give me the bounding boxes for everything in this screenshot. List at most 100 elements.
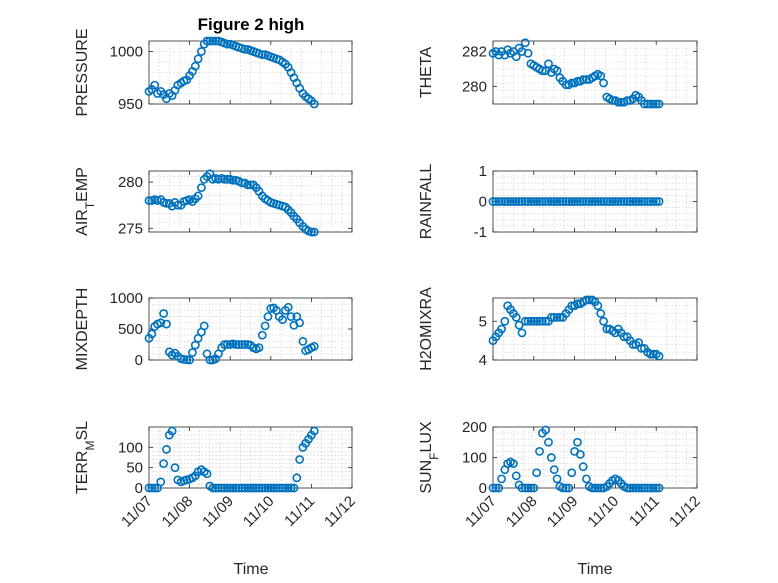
data-point [289,483,299,493]
data-point [535,316,544,326]
data-point [570,197,579,206]
x-tick-label: 11/12 [666,493,704,531]
data-point [646,349,655,359]
y-axis-label: MIXDEPTH [74,288,91,371]
y-tick-label: 1000 [110,290,143,307]
data-point [254,483,264,493]
data-point [637,343,646,353]
data-point [274,483,284,493]
data-point [523,316,533,326]
data-point [520,38,530,48]
y-tick-label: 0 [479,194,487,211]
data-point [514,197,524,206]
data-point [646,483,655,493]
data-point [646,99,655,109]
data-point [147,329,157,339]
data-point [582,295,591,305]
data-point [608,197,617,206]
data-point [619,197,629,206]
x-tick-label: 11/09 [544,493,582,531]
data-point [309,426,319,436]
data-point [234,340,244,349]
data-point [584,295,594,305]
y-tick-label: 5 [479,313,487,330]
data-point [546,312,556,322]
data-point [529,197,539,206]
data-point [272,483,281,493]
data-point [596,71,606,81]
y-axis-label: RAINFALL [418,164,435,240]
data-point [222,39,232,49]
data-point [599,197,608,206]
data-point [541,425,551,435]
data-point [608,96,617,105]
data-point [494,483,504,493]
data-point [309,227,319,237]
data-point [514,320,524,330]
data-point [544,197,553,206]
data-point [257,330,267,340]
data-point [159,459,169,468]
data-point [648,483,658,493]
data-point [639,483,649,493]
subplot-terr-msl: 0 50 100 11/07 11/08 11/09 11/10 11/11 11/12 TERR… [74,421,359,531]
data-point [156,477,166,487]
data-point [511,312,521,322]
data-point [561,483,571,493]
data-point [541,197,551,206]
y-tick-label: 100 [118,439,143,456]
data-point [237,483,247,493]
data-point [587,197,597,206]
data-point [573,76,582,86]
data-point [596,309,606,318]
data-point [228,175,238,185]
data-point [263,312,273,321]
subplot-mixdepth: 0 500 1000 MIXDEPTH [74,288,353,371]
data-point [517,197,527,206]
data-point [295,318,305,328]
data-point [170,463,180,473]
data-point [237,340,247,349]
data-point [196,47,206,56]
data-point [593,197,603,206]
data-point [228,483,238,493]
y-tick-label: 0 [479,480,487,497]
data-point [654,197,664,206]
data-point [631,483,641,493]
data-point [286,483,296,493]
x-tick-label: 11/08 [503,493,541,531]
subplot-theta: 280 282 THETA [418,38,698,109]
data-point [225,483,235,493]
data-point [278,315,287,325]
data-point [628,483,638,493]
data-point [246,483,255,493]
y-axis-label: THETA [418,47,435,99]
data-point [648,197,658,206]
data-point [266,483,276,493]
data-point [573,197,582,206]
data-point [622,197,632,206]
data-point [575,197,585,206]
data-point [309,341,319,351]
y-tick-label: 280 [462,79,487,96]
data-point [546,453,556,462]
data-point [605,197,615,206]
y-axis-label: H2OMIXRA [418,287,435,371]
subplot-rainfall: -1 0 1 RAINFALL [418,163,698,241]
data-point [295,455,305,464]
data-point [625,483,635,493]
data-point [622,483,632,493]
data-point [260,321,270,331]
y-tick-label: 100 [462,450,487,467]
data-point [611,197,620,206]
data-point [526,316,536,326]
data-point [263,483,273,493]
data-point [575,450,585,459]
data-point [625,197,635,206]
data-point [616,197,626,206]
data-point [573,437,582,447]
data-point [231,340,241,349]
data-point [260,483,270,493]
data-point [156,318,166,328]
data-point [535,446,544,456]
